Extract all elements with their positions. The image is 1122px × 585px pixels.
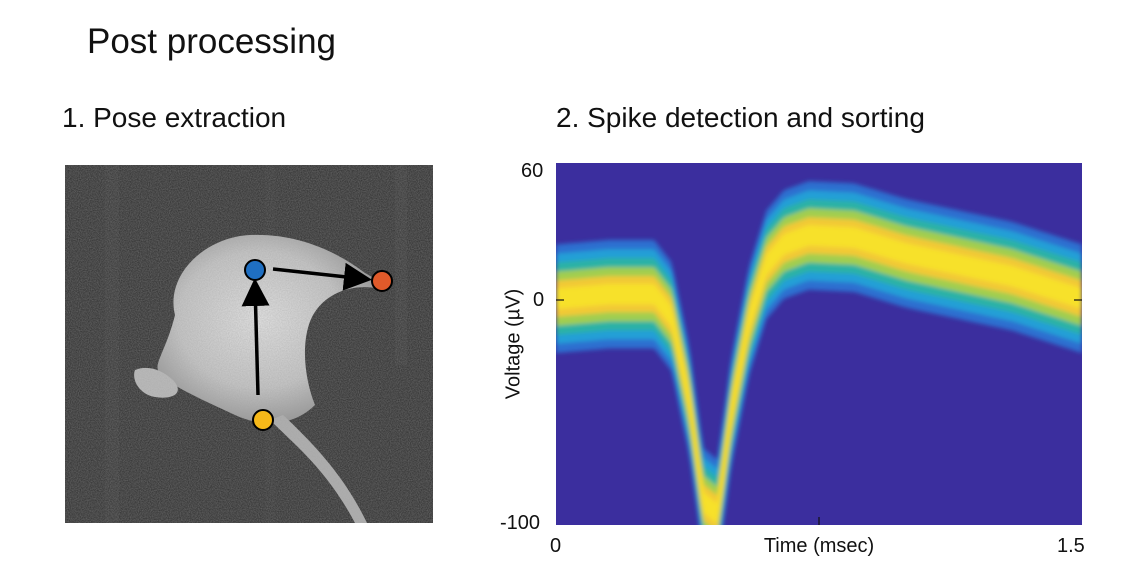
keypoint-snout — [371, 270, 393, 292]
density-band-upper-mid — [556, 208, 1082, 525]
spike-panel-title: 2. Spike detection and sorting — [556, 102, 925, 133]
spike-density-plot — [556, 163, 1082, 525]
x-axis-label: Time (msec) — [763, 535, 875, 557]
arrow-tail-to-head — [241, 278, 270, 396]
y-tick-minus-100: -100 — [500, 512, 541, 534]
x-tick-1-5: 1.5 — [1057, 535, 1085, 557]
keypoint-tail-base — [252, 409, 274, 431]
page-title: Post processing — [87, 22, 337, 61]
pose-panel-title: 1. Pose extraction — [62, 102, 287, 133]
y-axis-label: Voltage (µV) — [502, 288, 525, 400]
y-tick-0: 0 — [533, 289, 545, 311]
keypoint-head — [244, 259, 266, 281]
rat-photo — [65, 165, 433, 523]
y-tick-60: 60 — [521, 160, 544, 182]
arrow-head-to-snout — [272, 262, 372, 291]
pose-image — [65, 165, 433, 523]
spike-heatmap — [556, 163, 1082, 525]
x-tick-0: 0 — [550, 535, 562, 557]
